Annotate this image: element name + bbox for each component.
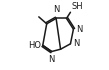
Text: N: N [49, 55, 55, 64]
Text: HO: HO [28, 41, 41, 50]
Text: N: N [73, 39, 79, 48]
Text: N: N [76, 25, 82, 34]
Text: SH: SH [71, 2, 83, 11]
Text: N: N [53, 5, 59, 14]
